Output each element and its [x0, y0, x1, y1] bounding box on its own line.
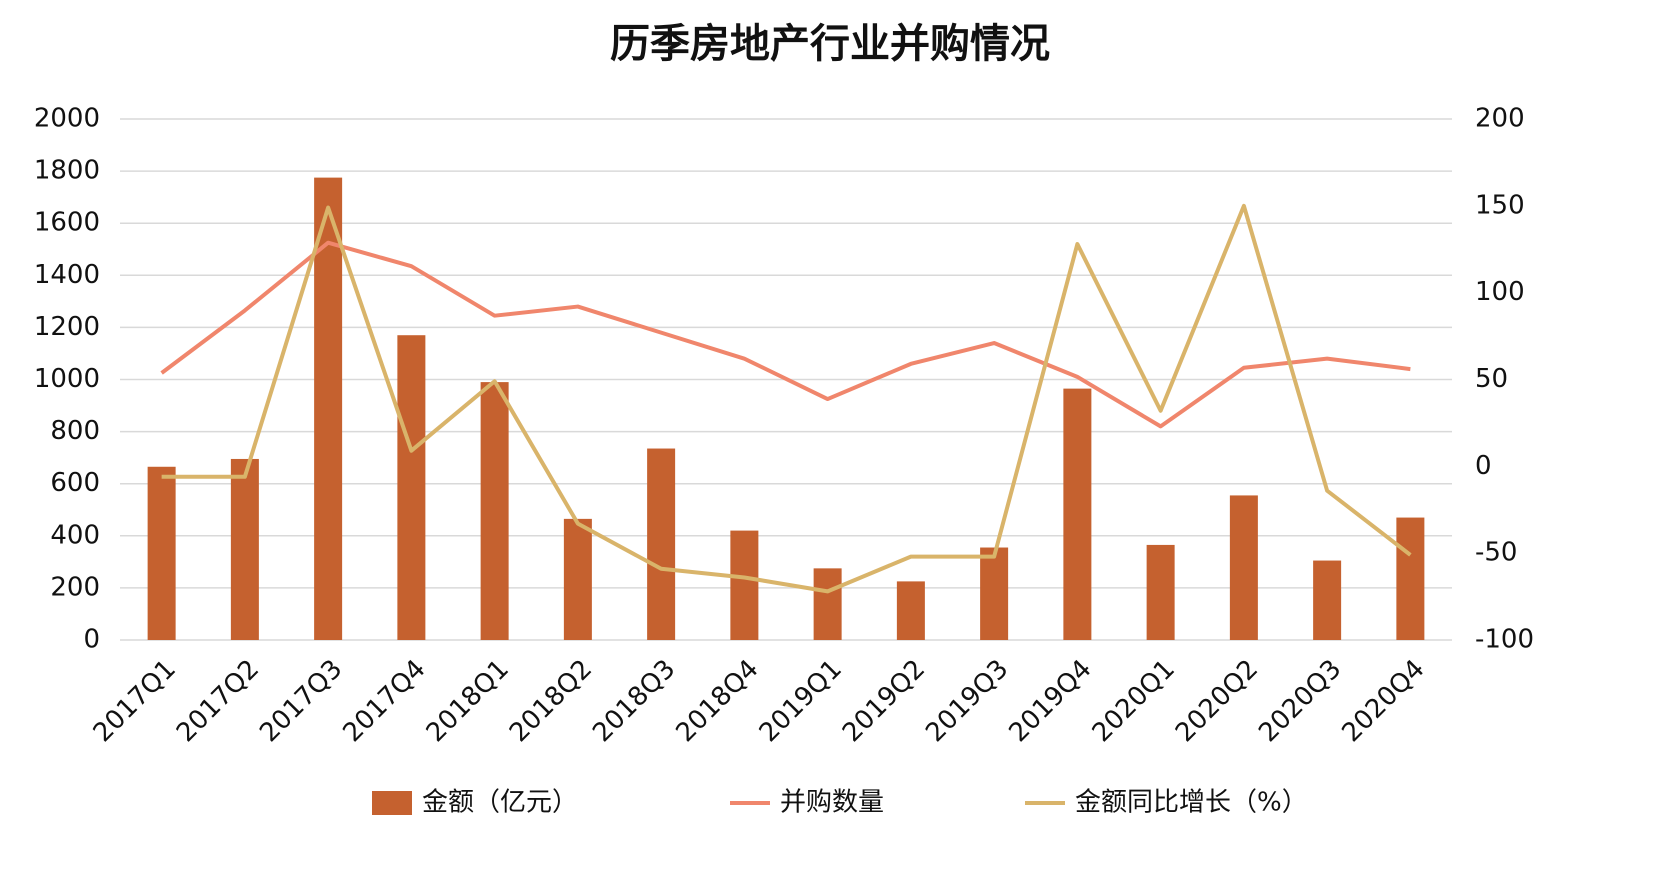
y-tick-label: 600: [50, 468, 100, 498]
bar: [896, 581, 925, 640]
x-tick-label: 2018Q4: [670, 654, 764, 748]
bar: [230, 458, 259, 640]
y2-tick-label: 100: [1475, 277, 1525, 307]
y2-tick-label: 200: [1475, 104, 1525, 134]
x-tick-label: 2019Q4: [1003, 654, 1097, 748]
legend-label: 金额（亿元）: [422, 788, 578, 818]
bar: [1146, 544, 1175, 640]
y-tick-label: 2000: [34, 104, 100, 134]
bar: [147, 466, 176, 640]
legend-swatch: [372, 791, 412, 815]
y-tick-label: 1400: [34, 260, 100, 290]
bar: [1063, 388, 1092, 640]
x-tick-label: 2018Q3: [587, 654, 681, 748]
bar: [1229, 495, 1258, 640]
x-tick-label: 2019Q1: [754, 654, 848, 748]
legend-label: 金额同比增长（%）: [1075, 788, 1308, 818]
bar: [1396, 517, 1425, 640]
x-tick-label: 2020Q3: [1253, 654, 1347, 748]
x-tick-label: 2020Q4: [1336, 654, 1430, 748]
line: [161, 203, 1412, 594]
x-tick-label: 2017Q4: [337, 654, 431, 748]
y2-tick-label: 150: [1475, 190, 1525, 220]
y2-tick-label: -50: [1475, 538, 1517, 568]
bar: [480, 382, 509, 640]
y-tick-label: 1800: [34, 156, 100, 186]
y-tick-label: 0: [83, 625, 100, 655]
y-tick-label: 1200: [34, 312, 100, 342]
x-tick-label: 2020Q1: [1087, 654, 1181, 748]
bar: [813, 568, 842, 640]
y-tick-label: 200: [50, 572, 100, 602]
legend-label: 并购数量: [780, 788, 884, 818]
x-tick-label: 2017Q2: [171, 654, 265, 748]
x-tick-label: 2017Q1: [88, 654, 182, 748]
bar: [397, 335, 426, 640]
y2-tick-label: 50: [1475, 364, 1508, 394]
y2-tick-label: -100: [1475, 625, 1534, 655]
x-tick-label: 2018Q1: [421, 654, 515, 748]
y-tick-label: 800: [50, 416, 100, 446]
chart-title: 历季房地产行业并购情况: [610, 21, 1050, 67]
x-tick-label: 2017Q3: [254, 654, 348, 748]
bar: [647, 448, 676, 640]
bar: [563, 518, 592, 640]
line: [160, 240, 1411, 429]
x-tick-label: 2019Q2: [837, 654, 931, 748]
bar: [730, 530, 759, 640]
x-tick-label: 2020Q2: [1170, 654, 1264, 748]
x-tick-label: 2019Q3: [920, 654, 1014, 748]
bar: [980, 547, 1009, 640]
y-tick-label: 400: [50, 520, 100, 550]
bar: [314, 177, 343, 641]
y2-tick-label: 0: [1475, 451, 1492, 481]
y-tick-label: 1600: [34, 208, 100, 238]
y-tick-label: 1000: [34, 364, 100, 394]
bar: [1313, 560, 1342, 640]
x-tick-label: 2018Q2: [504, 654, 598, 748]
